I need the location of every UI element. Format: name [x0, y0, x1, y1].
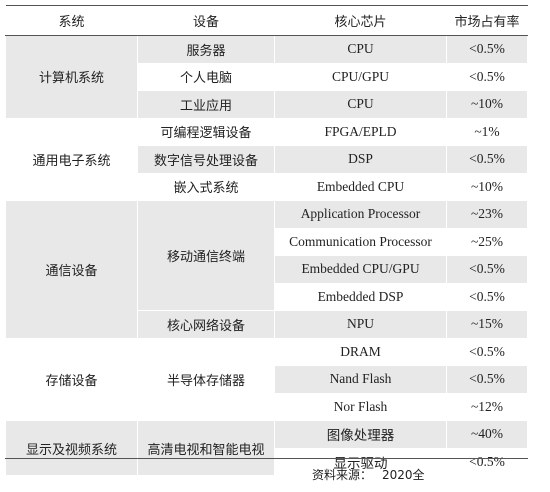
table-cell: ~10%	[446, 172, 528, 201]
table-row: Embedded CPU/GPU <0.5%	[6, 255, 528, 284]
header-cell: 系统	[5, 5, 138, 36]
table-cell: <0.5%	[446, 337, 528, 366]
header-cell: 市场占有率	[446, 5, 528, 36]
table-cell: FPGA/EPLD	[274, 117, 447, 146]
table-row: 显示及视频系统 高清电视和智能电视 图像处理器 ~40%	[5, 420, 528, 476]
table-body: 计算机系统 服务器 CPU <0.5% 个人电脑 CPU/GPU <0.5% 工业应用 CPU ~…	[5, 35, 528, 476]
table-cell: 通信设备	[5, 200, 138, 339]
table-cell: 显示及视频系统	[5, 420, 138, 476]
table-cell: Embedded DSP	[274, 282, 447, 311]
rule	[5, 458, 528, 459]
table-cell: ~40%	[446, 420, 528, 449]
table-cell: DSP	[274, 145, 447, 174]
table-cell: DRAM	[274, 337, 447, 366]
table-cell: 显示驱动	[274, 447, 447, 476]
table-cell: ~25%	[446, 227, 528, 256]
table-cell: 嵌入式系统	[137, 172, 275, 201]
table-cell: 高清电视和智能电视	[137, 420, 275, 476]
table-cell: Nor Flash	[274, 392, 447, 421]
table-cell: Communication Processor	[274, 227, 447, 256]
chip-table: 系统 设备 核心芯片 市场占有率 计算机系统 服务器 CPU <0.5% 个人电脑 CPU…	[5, 5, 528, 476]
table-cell: 移动通信终端	[137, 200, 275, 311]
table-cell: <0.5%	[446, 365, 528, 394]
table-row: 通信设备 移动通信终端 Application Processor ~23%	[5, 200, 528, 339]
table-cell: 存储设备	[5, 337, 138, 421]
table-cell: Embedded CPU	[274, 172, 447, 201]
table-cell: <0.5%	[446, 255, 528, 284]
table-cell: 核心网络设备	[137, 310, 275, 339]
source-note: 资料来源： 2020全	[312, 466, 435, 483]
table-cell: 图像处理器	[274, 420, 447, 449]
table-cell: Application Processor	[274, 200, 447, 229]
table-cell: 个人电脑	[137, 62, 275, 91]
table-cell: <0.5%	[446, 62, 528, 91]
header-cell: 设备	[137, 5, 275, 36]
table-cell: <0.5%	[446, 35, 528, 64]
table-cell: <0.5%	[446, 447, 528, 476]
table-row: 通用电子系统 可编程逻辑设备 FPGA/EPLD ~1%	[5, 117, 528, 201]
table-cell: 数字信号处理设备	[137, 145, 275, 174]
table-cell: CPU/GPU	[274, 62, 447, 91]
table-row: 存储设备 半导体存储器 DRAM <0.5%	[5, 337, 528, 421]
header-row: 系统 设备 核心芯片 市场占有率	[5, 5, 528, 36]
table-row: Nand Flash <0.5%	[6, 365, 528, 394]
source-label: 资料来源：	[312, 468, 373, 482]
table-cell: 工业应用	[137, 90, 275, 119]
table-row: Embedded DSP <0.5%	[6, 282, 528, 311]
table-row: 计算机系统 服务器 CPU <0.5%	[5, 35, 528, 119]
table-cell: ~10%	[446, 90, 528, 119]
table-cell: CPU	[274, 35, 447, 64]
table-cell: 半导体存储器	[137, 337, 275, 421]
table-row: 核心网络设备 NPU ~15%	[6, 310, 528, 339]
table-cell: CPU	[274, 90, 447, 119]
table-row: Communication Processor ~25%	[6, 227, 528, 256]
table-cell: ~23%	[446, 200, 528, 229]
table-row: 工业应用 CPU ~10%	[6, 90, 528, 119]
table-cell: 服务器	[137, 35, 275, 64]
table-cell: ~15%	[446, 310, 528, 339]
source-text: 2020全	[382, 468, 425, 482]
table-cell: NPU	[274, 310, 447, 339]
table-cell: <0.5%	[446, 282, 528, 311]
header-cell: 核心芯片	[274, 5, 447, 36]
table-cell: ~1%	[446, 117, 528, 146]
table-cell: Embedded CPU/GPU	[274, 255, 447, 284]
table-cell: 计算机系统	[5, 35, 138, 119]
table-row: 数字信号处理设备 DSP <0.5%	[6, 145, 528, 174]
table-row: 个人电脑 CPU/GPU <0.5%	[6, 62, 528, 91]
table-cell: ~12%	[446, 392, 528, 421]
table-row: 显示驱动 <0.5%	[6, 447, 528, 476]
table-cell: <0.5%	[446, 145, 528, 174]
table-cell: Nand Flash	[274, 365, 447, 394]
table-cell: 通用电子系统	[5, 117, 138, 201]
table-cell: 可编程逻辑设备	[137, 117, 275, 146]
table-row: 嵌入式系统 Embedded CPU ~10%	[6, 172, 528, 201]
